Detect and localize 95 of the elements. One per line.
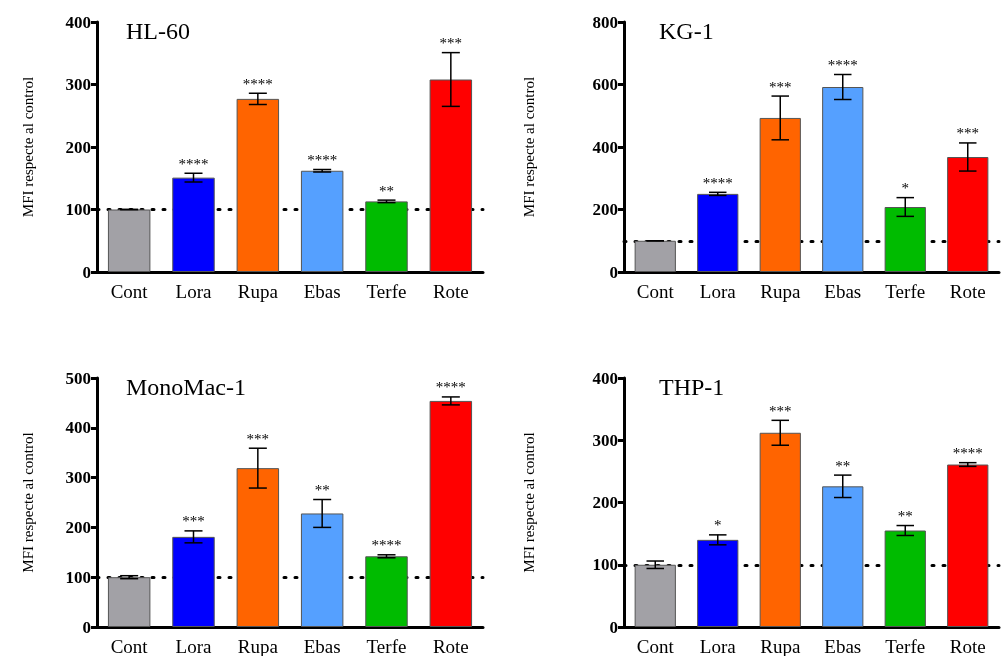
y-tick-label: 300 <box>65 75 91 94</box>
x-tick-label: Lora <box>175 636 212 656</box>
annotation: **** <box>242 75 273 92</box>
bar <box>759 117 801 272</box>
x-tick-label: Ebas <box>303 636 341 656</box>
bar <box>634 240 676 272</box>
x-tick-label: Terfe <box>366 636 407 656</box>
y-tick-label: 200 <box>592 200 618 219</box>
x-tick-label: Terfe <box>366 281 407 302</box>
y-axis-title: MFI respecte al control <box>520 432 537 573</box>
y-tick-label: 400 <box>65 12 91 32</box>
annotation: *** <box>246 430 270 447</box>
y-tick-label: 300 <box>592 430 618 450</box>
bar <box>172 177 215 272</box>
annotation: **** <box>827 57 858 73</box>
x-tick-label: Rote <box>949 281 986 302</box>
y-tick-label: 0 <box>609 617 618 637</box>
y-tick-label: 100 <box>65 567 91 587</box>
x-tick-label: Cont <box>110 636 149 656</box>
x-tick-label: Cont <box>636 636 675 656</box>
bar <box>365 556 408 627</box>
y-tick-label: 0 <box>609 262 618 282</box>
bar <box>947 464 989 627</box>
y-tick-label: 200 <box>65 517 91 537</box>
x-tick-label: Lora <box>699 636 737 656</box>
chart-title: THP-1 <box>659 374 725 400</box>
chart-title: KG-1 <box>659 18 714 44</box>
x-tick-label: Lora <box>699 281 737 302</box>
annotation: **** <box>702 174 733 191</box>
x-tick-label: Terfe <box>885 636 926 656</box>
annotation: *** <box>439 35 463 52</box>
x-tick-label: Rupa <box>237 281 279 302</box>
y-tick-label: 200 <box>65 137 91 157</box>
bar <box>107 577 151 627</box>
bar <box>822 486 864 627</box>
bar <box>634 564 676 627</box>
x-tick-label: Cont <box>636 281 675 302</box>
x-tick-label: Rupa <box>760 281 801 302</box>
y-tick-label: 100 <box>65 200 91 219</box>
annotation: **** <box>371 537 402 554</box>
annotation: ** <box>835 457 851 474</box>
x-tick-label: Cont <box>110 281 149 302</box>
annotation: ** <box>314 482 330 499</box>
y-tick-label: 600 <box>592 75 618 94</box>
bar <box>697 193 739 272</box>
y-tick-label: 500 <box>65 368 91 388</box>
bar <box>429 79 473 272</box>
bar <box>884 207 926 272</box>
bar <box>236 468 280 627</box>
chart-title: HL-60 <box>126 18 190 44</box>
x-tick-label: Terfe <box>885 281 926 302</box>
bar <box>697 539 739 627</box>
annotation: * <box>901 180 909 197</box>
bar <box>172 536 215 627</box>
bar <box>822 87 864 272</box>
chart-title: MonoMac-1 <box>126 374 246 400</box>
bar <box>947 157 989 272</box>
bar <box>429 400 473 627</box>
annotation: **** <box>435 379 466 396</box>
y-tick-label: 0 <box>82 617 91 637</box>
bar <box>365 201 408 272</box>
bar <box>300 513 344 627</box>
y-tick-label: 100 <box>592 555 618 575</box>
y-axis-title: MFI respecte al control <box>19 432 36 573</box>
y-axis-title: MFI respecte al control <box>520 76 537 218</box>
y-axis-title: MFI respecte al control <box>19 76 36 218</box>
annotation: *** <box>769 402 792 419</box>
y-tick-label: 800 <box>592 12 618 32</box>
annotation: **** <box>178 155 209 172</box>
annotation: ** <box>897 508 913 525</box>
annotation: **** <box>307 152 338 168</box>
x-tick-label: Lora <box>175 281 212 302</box>
annotation: **** <box>952 445 983 462</box>
annotation: * <box>714 517 722 534</box>
bar <box>236 98 280 272</box>
annotation: *** <box>956 125 979 142</box>
bar <box>300 170 344 272</box>
bar <box>107 209 151 272</box>
bar <box>759 432 801 627</box>
y-tick-label: 400 <box>65 418 91 438</box>
y-tick-label: 300 <box>65 468 91 488</box>
y-tick-label: 400 <box>592 137 618 157</box>
x-tick-label: Ebas <box>824 636 862 656</box>
x-tick-label: Ebas <box>303 281 341 302</box>
y-tick-label: 200 <box>592 493 618 512</box>
bar <box>884 530 926 627</box>
annotation: ** <box>379 182 394 199</box>
x-tick-label: Rote <box>432 281 469 302</box>
x-tick-label: Ebas <box>824 281 862 302</box>
x-tick-label: Rote <box>949 636 986 656</box>
y-tick-label: 0 <box>82 262 91 282</box>
x-tick-label: Rote <box>432 636 469 656</box>
y-tick-label: 400 <box>592 368 618 388</box>
annotation: *** <box>182 513 205 530</box>
annotation: *** <box>769 78 792 95</box>
